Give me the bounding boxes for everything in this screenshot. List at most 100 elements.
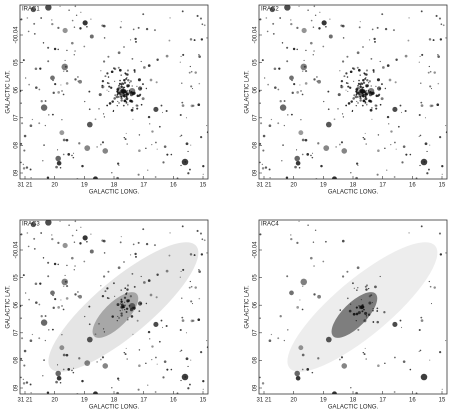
star bbox=[65, 138, 69, 142]
star bbox=[102, 113, 105, 115]
cluster-star bbox=[113, 97, 116, 100]
star bbox=[307, 224, 309, 226]
star bbox=[138, 349, 141, 351]
star bbox=[187, 172, 190, 175]
cluster-star bbox=[339, 309, 341, 311]
star bbox=[103, 252, 106, 254]
star bbox=[390, 144, 392, 146]
cluster-star bbox=[355, 306, 358, 309]
cluster-star bbox=[98, 93, 102, 97]
cluster-star bbox=[140, 302, 142, 305]
star bbox=[279, 104, 287, 111]
y-tick-label: 07 bbox=[253, 114, 259, 121]
star bbox=[42, 374, 44, 377]
cluster-star bbox=[347, 85, 350, 88]
star bbox=[47, 275, 50, 278]
cluster-star bbox=[107, 76, 110, 78]
star bbox=[355, 176, 358, 179]
x-axis-label: GALACTIC LONG. bbox=[89, 190, 140, 196]
star bbox=[38, 88, 41, 91]
star bbox=[180, 164, 182, 167]
star bbox=[34, 282, 38, 286]
cluster-star bbox=[145, 87, 148, 90]
star bbox=[393, 391, 396, 393]
star bbox=[282, 144, 284, 147]
star bbox=[285, 176, 289, 179]
cluster-star bbox=[376, 307, 379, 310]
star bbox=[320, 164, 323, 168]
star bbox=[323, 145, 330, 152]
star bbox=[409, 153, 412, 156]
y-tick-label: 06 bbox=[253, 86, 259, 93]
star bbox=[287, 114, 289, 116]
cluster-star bbox=[380, 83, 383, 86]
star bbox=[136, 319, 139, 322]
star bbox=[170, 368, 173, 371]
star bbox=[90, 233, 92, 235]
cluster-star bbox=[119, 303, 122, 305]
panel-title: IRAC1 bbox=[22, 7, 40, 13]
star bbox=[286, 46, 289, 49]
star bbox=[56, 149, 59, 151]
star bbox=[296, 306, 299, 309]
x-tick-label: 20 bbox=[290, 398, 297, 404]
star bbox=[423, 160, 426, 163]
star bbox=[298, 130, 304, 136]
cluster-star bbox=[361, 94, 365, 98]
star bbox=[270, 333, 273, 336]
star bbox=[407, 39, 410, 42]
star bbox=[193, 39, 196, 42]
star bbox=[335, 146, 337, 148]
star bbox=[20, 376, 22, 379]
star bbox=[428, 168, 430, 171]
star bbox=[88, 305, 91, 308]
star bbox=[38, 303, 41, 306]
star bbox=[311, 371, 314, 374]
star bbox=[129, 39, 132, 41]
star bbox=[117, 162, 120, 165]
star bbox=[74, 220, 77, 223]
star bbox=[56, 364, 59, 366]
star bbox=[350, 172, 352, 174]
star bbox=[259, 18, 262, 21]
star bbox=[187, 365, 189, 368]
star bbox=[341, 275, 345, 278]
x-tick-label: 16 bbox=[409, 398, 416, 404]
star bbox=[384, 27, 388, 31]
star bbox=[23, 349, 27, 353]
star bbox=[279, 17, 282, 19]
star bbox=[123, 351, 126, 354]
star bbox=[20, 18, 23, 21]
x-tick-label: 17 bbox=[379, 398, 386, 404]
cluster-star bbox=[376, 310, 379, 312]
star bbox=[131, 272, 134, 275]
cluster-star bbox=[133, 70, 136, 73]
cluster-star bbox=[141, 97, 145, 101]
cluster-star bbox=[108, 102, 112, 105]
star bbox=[62, 285, 65, 287]
star bbox=[420, 373, 428, 381]
star bbox=[192, 104, 195, 107]
star bbox=[300, 63, 308, 71]
star bbox=[286, 60, 289, 63]
star bbox=[429, 359, 431, 361]
cluster-star bbox=[364, 97, 368, 101]
star bbox=[125, 132, 127, 134]
star bbox=[265, 17, 268, 19]
cluster-star bbox=[364, 92, 367, 96]
star bbox=[82, 235, 88, 241]
cluster-star bbox=[368, 288, 370, 290]
cluster-star bbox=[365, 103, 368, 106]
star bbox=[111, 172, 113, 174]
y-axis-label: GALACTIC LAT. bbox=[6, 70, 12, 114]
star bbox=[393, 356, 396, 359]
star bbox=[92, 391, 98, 394]
cluster-star bbox=[121, 309, 123, 311]
star bbox=[445, 252, 447, 254]
star bbox=[418, 61, 420, 63]
star bbox=[28, 298, 30, 301]
sky-image bbox=[20, 220, 208, 394]
star bbox=[314, 14, 317, 16]
star bbox=[190, 285, 193, 288]
star bbox=[290, 19, 292, 21]
